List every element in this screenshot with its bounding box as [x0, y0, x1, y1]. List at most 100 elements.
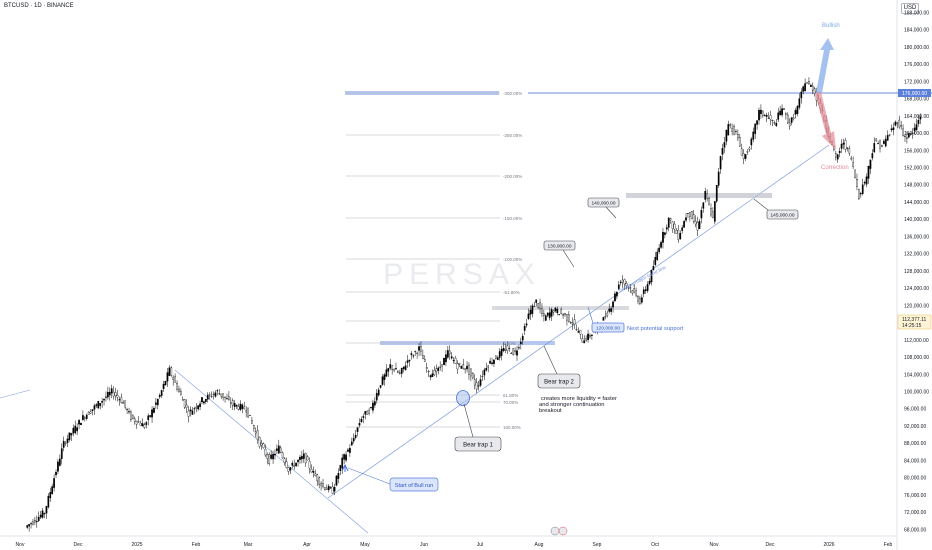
candle-body — [583, 340, 586, 344]
candle — [68, 432, 71, 442]
candle-body — [623, 279, 626, 285]
candle-body — [656, 251, 659, 260]
candle — [385, 364, 388, 378]
candle — [372, 399, 374, 414]
candle-body — [420, 346, 422, 352]
candle-body — [304, 453, 307, 464]
candle — [690, 210, 693, 220]
candle — [74, 420, 77, 435]
candle-body — [725, 130, 728, 142]
candle — [698, 218, 701, 230]
candle — [276, 444, 278, 455]
candle — [406, 354, 409, 368]
candle — [366, 410, 369, 415]
candle — [229, 397, 232, 408]
candle — [689, 212, 691, 222]
candle — [560, 307, 563, 315]
candle-body — [433, 370, 436, 375]
candle-body — [166, 372, 169, 382]
candle-body — [254, 431, 257, 434]
candle — [333, 483, 336, 496]
candle — [508, 345, 511, 352]
candle-body — [320, 483, 322, 486]
candle-body — [391, 365, 394, 370]
candle — [890, 124, 893, 133]
candle — [397, 370, 399, 374]
flag-icon[interactable] — [550, 526, 568, 536]
x-tick-label: Feb — [192, 542, 201, 548]
candle — [652, 260, 655, 271]
candle — [151, 406, 153, 424]
candle — [239, 400, 242, 412]
time-axis[interactable]: Nov Dec 2025 Feb Mar Apr May Jun Jul Aug Sep Oct Nov… — [16, 542, 893, 548]
candle-body — [164, 381, 167, 386]
candle-body — [53, 478, 55, 488]
candle-body — [760, 109, 762, 115]
candle-body — [673, 223, 676, 230]
candle-body — [562, 314, 564, 316]
candle-body — [658, 247, 660, 252]
candle-body — [516, 350, 518, 356]
price-axis[interactable]: 68,000.00 72,000.00 76,000.00 80,000.00 84,0… — [904, 10, 929, 533]
candle — [838, 147, 841, 158]
candle-body — [729, 124, 732, 126]
bear-trap-2-callout: Bear trap 2 — [537, 345, 581, 389]
candle-body — [650, 270, 653, 283]
candle-body — [808, 81, 810, 84]
candle — [788, 118, 791, 130]
candle-body — [883, 140, 885, 144]
candle — [662, 227, 664, 249]
candle-body — [356, 427, 359, 432]
candle-body — [85, 414, 88, 419]
y-tick-label: 184,000.00 — [904, 28, 929, 34]
candle-body — [888, 134, 891, 136]
candle — [433, 366, 436, 377]
candle — [761, 110, 764, 118]
candle — [802, 85, 805, 95]
candle-body — [39, 514, 42, 518]
candle — [496, 355, 499, 361]
candle — [122, 400, 125, 404]
candle-body — [291, 462, 294, 466]
candle — [277, 439, 280, 454]
candle — [614, 291, 616, 303]
candle-body — [441, 364, 443, 367]
candle-body — [735, 131, 737, 132]
candle — [201, 396, 203, 405]
candle-body — [575, 329, 578, 331]
candle — [395, 362, 397, 370]
candle-body — [37, 517, 40, 521]
candle — [683, 219, 685, 228]
candle — [170, 366, 173, 377]
candle — [725, 129, 728, 146]
candle — [460, 365, 463, 369]
candle — [387, 367, 390, 377]
candle-body — [523, 326, 526, 331]
candle-body — [844, 139, 847, 150]
candle-body — [89, 411, 92, 414]
candle-body — [103, 398, 105, 401]
candle-body — [87, 412, 90, 415]
candle — [39, 510, 42, 520]
candle — [915, 118, 918, 132]
candle-body — [652, 266, 655, 270]
candle — [241, 403, 244, 414]
candle — [374, 396, 376, 409]
candle — [228, 391, 230, 401]
svg-text:120,000.00: 120,000.00 — [596, 326, 620, 332]
candle-body — [70, 433, 73, 436]
candle — [60, 443, 63, 465]
candle-body — [345, 454, 347, 461]
candle — [518, 344, 520, 350]
candle — [439, 361, 442, 371]
candle — [408, 359, 411, 367]
currency-button[interactable]: USD — [901, 3, 919, 14]
candle — [606, 310, 609, 318]
candle — [368, 407, 370, 416]
svg-text:Start of Bull run: Start of Bull run — [395, 483, 434, 489]
candle-body — [360, 418, 363, 423]
candle — [174, 373, 176, 383]
candle-body — [47, 495, 50, 508]
candle-body — [331, 486, 334, 494]
